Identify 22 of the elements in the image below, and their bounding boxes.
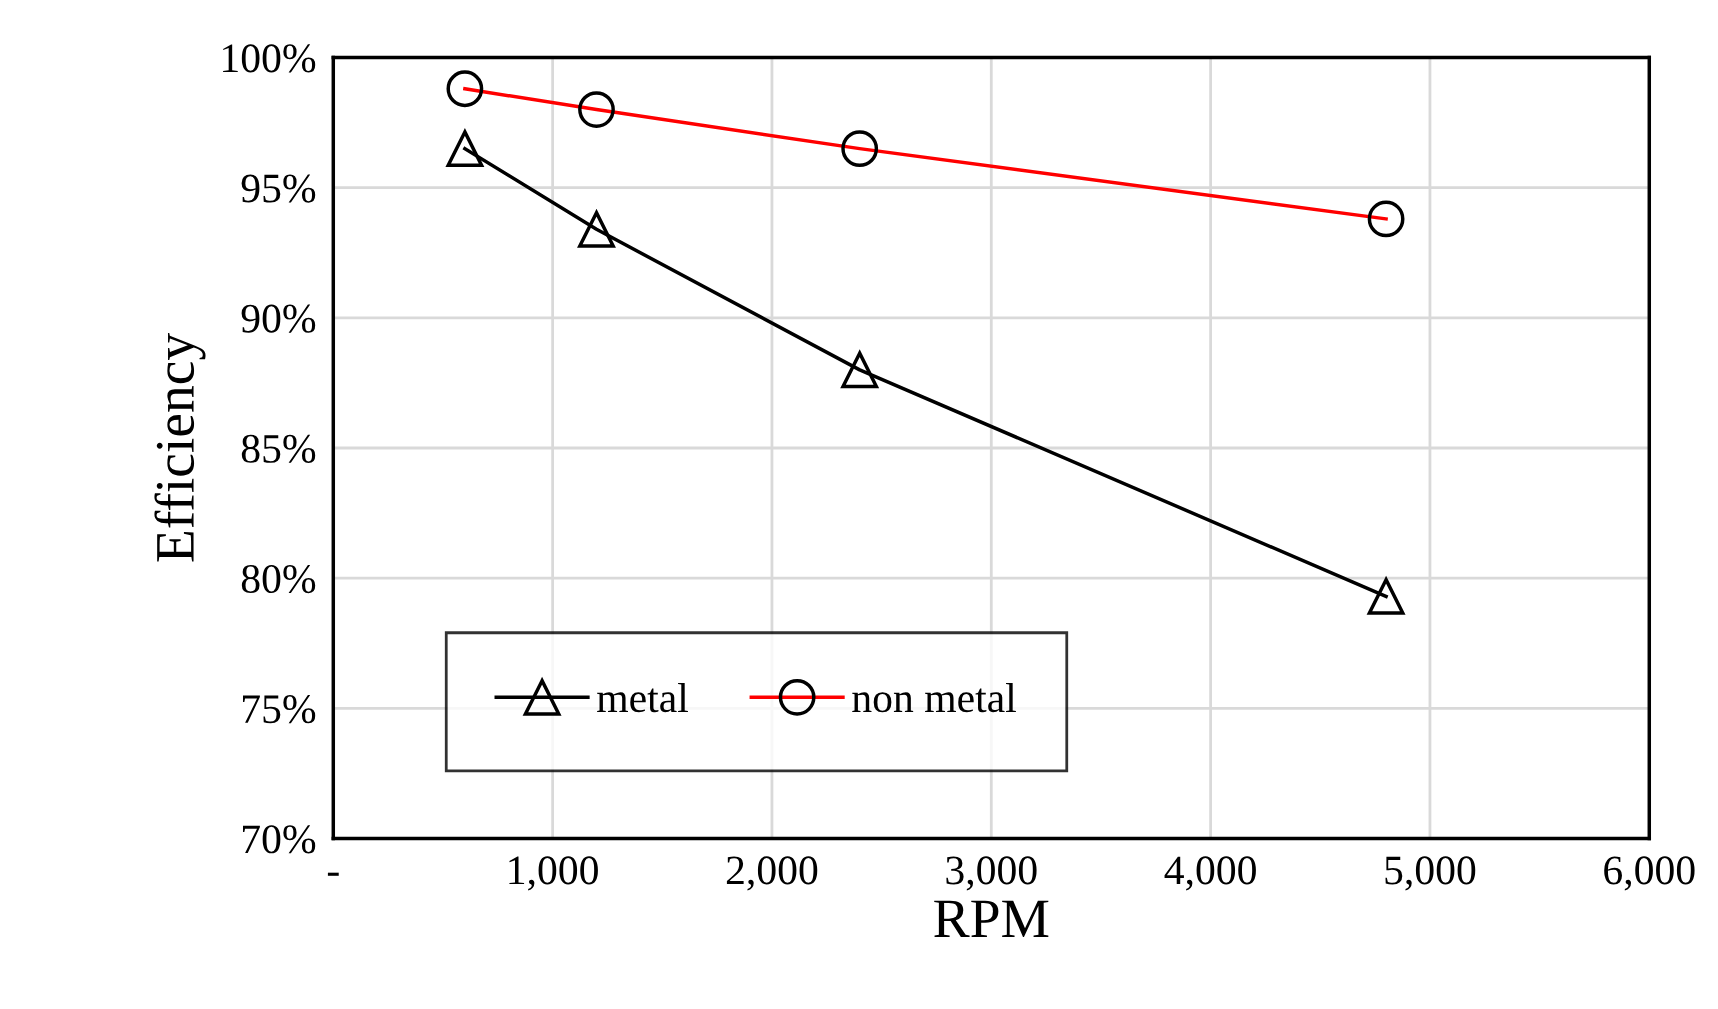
y-tick-label: 85% — [241, 434, 316, 463]
x-tick-label: 2,000 — [726, 856, 818, 891]
legend-label: metal — [597, 683, 688, 713]
point — [578, 210, 615, 248]
legend-label: non metal — [852, 683, 1016, 713]
point — [841, 351, 879, 389]
y-tick-label: 90% — [241, 304, 316, 333]
y-tick-label: 95% — [241, 174, 316, 203]
y-tick-label: 100% — [223, 44, 316, 73]
x-tick-label: 4,000 — [1164, 856, 1256, 891]
x-tick-label: 5,000 — [1385, 856, 1476, 891]
x-tick-label: 3,000 — [946, 856, 1037, 891]
x-tick-label: - — [327, 872, 339, 876]
point — [1366, 575, 1406, 615]
x-tick-label: 1,000 — [509, 856, 598, 891]
x-axis-title: RPM — [934, 900, 1049, 938]
x-tick-label: 6,000 — [1604, 856, 1695, 891]
y-tick-label: 80% — [241, 564, 316, 594]
y-tick-label: 75% — [243, 695, 316, 724]
point — [446, 130, 484, 168]
y-axis-title: Efficiency — [154, 333, 206, 562]
y-tick-label: 70% — [243, 825, 316, 854]
